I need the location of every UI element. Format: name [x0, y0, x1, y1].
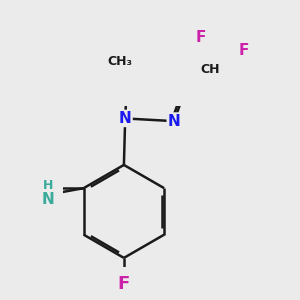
Text: N: N: [41, 192, 54, 207]
Text: H: H: [42, 179, 53, 192]
Text: F: F: [196, 30, 206, 45]
Text: N: N: [119, 111, 132, 126]
Text: F: F: [238, 43, 249, 58]
Text: N: N: [168, 113, 181, 128]
Text: CH: CH: [200, 63, 220, 76]
Text: F: F: [118, 275, 130, 293]
Text: CH₃: CH₃: [107, 55, 133, 68]
